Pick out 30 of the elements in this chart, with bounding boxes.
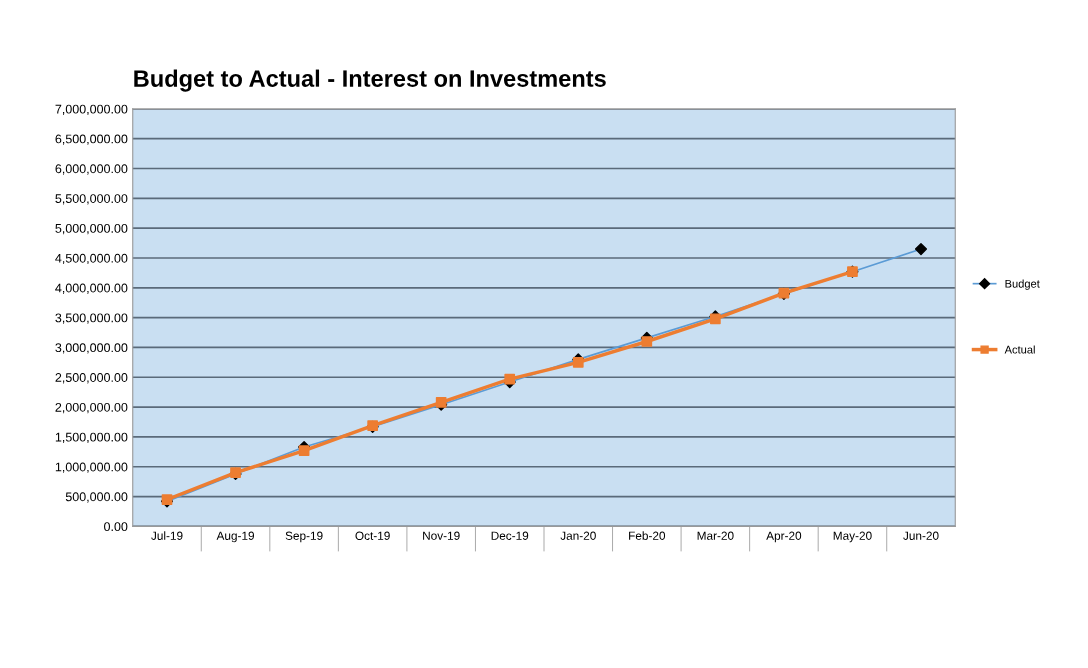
- x-tick-label: Jan-20: [560, 531, 596, 540]
- y-tick-label: 2,000,000.00: [55, 402, 128, 414]
- y-tick-label: 6,500,000.00: [55, 134, 128, 145]
- y-tick-label: 0.00: [104, 522, 128, 532]
- x-tick-label: Apr-20: [766, 531, 802, 543]
- y-tick-label: 1,000,000.00: [55, 462, 128, 473]
- x-tick-label: Jul-19: [151, 531, 183, 540]
- x-tick-label: Aug-19: [216, 531, 255, 543]
- legend-label: Actual: [1004, 345, 1035, 354]
- y-tick-label: 7,000,000.00: [55, 104, 128, 116]
- chart-title: Budget to Actual - Interest on Investments: [134, 69, 606, 92]
- y-tick-label: 5,500,000.00: [55, 194, 128, 205]
- y-tick-label: 6,000,000.00: [55, 164, 128, 175]
- x-tick-label: Oct-19: [355, 531, 390, 540]
- x-tick-label: Nov-19: [423, 531, 460, 540]
- x-tick-label: Sep-19: [285, 531, 323, 543]
- legend-label: Budget: [1005, 279, 1040, 290]
- x-tick-label: May-20: [833, 531, 872, 543]
- x-tick-label: Feb-20: [629, 531, 666, 540]
- y-tick-label: 2,500,000.00: [55, 373, 128, 384]
- y-tick-label: 1,500,000.00: [55, 432, 128, 444]
- y-tick-label: 500,000.00: [65, 492, 128, 503]
- y-tick-label: 4,500,000.00: [55, 253, 128, 265]
- x-tick-label: Mar-20: [697, 531, 734, 540]
- y-tick-label: 4,000,000.00: [55, 283, 128, 294]
- x-tick-label: Dec-19: [491, 531, 529, 540]
- y-tick-label: 3,000,000.00: [55, 343, 128, 354]
- x-tick-label: Jun-20: [903, 531, 939, 540]
- y-tick-label: 3,500,000.00: [55, 313, 128, 324]
- y-tick-label: 5,000,000.00: [55, 223, 128, 235]
